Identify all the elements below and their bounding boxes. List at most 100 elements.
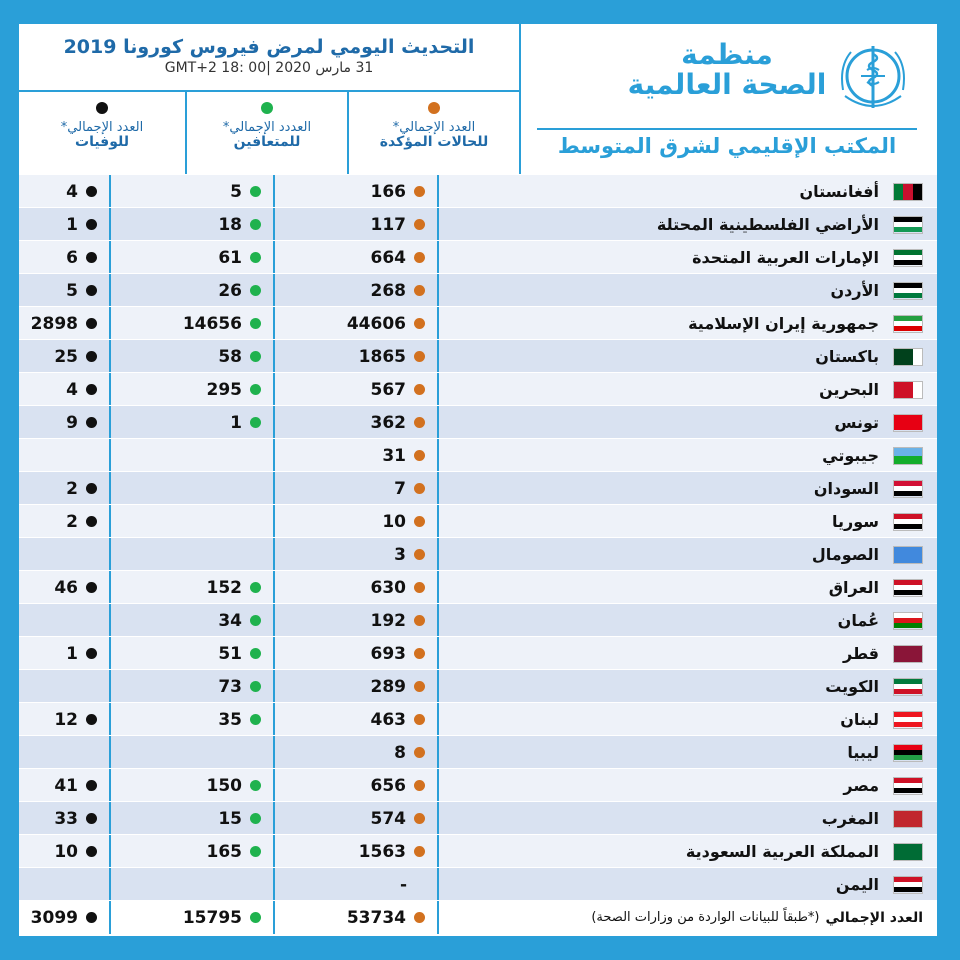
black-dot-icon xyxy=(86,351,97,362)
country-name: الأراضي الفلسطينية المحتلة xyxy=(656,215,879,234)
confirmed-cell: 192 xyxy=(275,604,439,637)
table-row: 3 الصومال xyxy=(19,537,937,571)
country-name: السودان xyxy=(813,479,879,498)
recovered-cell xyxy=(111,439,275,472)
country-cell: الصومال xyxy=(439,538,937,571)
deaths-cell: 9 xyxy=(19,406,111,439)
deaths-header-line1: العدد الإجمالي* xyxy=(60,120,144,135)
country-cell: الكويت xyxy=(439,670,937,703)
deaths-cell: 33 xyxy=(19,802,111,835)
regional-office: المكتب الإقليمي لشرق المتوسط xyxy=(537,128,917,158)
country-cell: عُمان xyxy=(439,604,937,637)
confirmed-cell-value: 1563 xyxy=(358,841,406,862)
title-box: التحديث اليومي لمرض فيروس كورونا 2019 31… xyxy=(19,24,521,92)
country-cell: جيبوتي xyxy=(439,439,937,472)
country-name: سوريا xyxy=(832,512,879,531)
deaths-cell: 41 xyxy=(19,769,111,802)
country-flag-icon xyxy=(893,809,923,828)
confirmed-cell: 117 xyxy=(275,208,439,241)
recovered-cell-value: 51 xyxy=(218,643,242,664)
green-dot-icon xyxy=(250,582,261,593)
green-dot-icon xyxy=(250,186,261,197)
table-row: 2 7 السودان xyxy=(19,471,937,505)
recovered-cell-value: 18 xyxy=(218,214,242,235)
deaths-cell: 5 xyxy=(19,274,111,307)
recovered-cell: 295 xyxy=(111,373,275,406)
country-name: الصومال xyxy=(811,545,879,564)
confirmed-cell: 44606 xyxy=(275,307,439,340)
orange-dot-icon xyxy=(414,681,425,692)
orange-dot-icon xyxy=(414,351,425,362)
header: التحديث اليومي لمرض فيروس كورونا 2019 31… xyxy=(19,24,937,174)
infographic-frame: التحديث اليومي لمرض فيروس كورونا 2019 31… xyxy=(17,22,939,938)
orange-dot-icon xyxy=(414,747,425,758)
deaths-cell-value: 2 xyxy=(66,478,78,499)
confirmed-cell: 693 xyxy=(275,637,439,670)
country-name: جمهورية إيران الإسلامية xyxy=(688,314,879,333)
org-name-line2: الصحة العالمية xyxy=(627,68,827,101)
recovered-cell xyxy=(111,538,275,571)
deaths-cell-value: 46 xyxy=(54,577,78,598)
confirmed-cell: 463 xyxy=(275,703,439,736)
deaths-cell-value: 2 xyxy=(66,511,78,532)
black-dot-icon xyxy=(86,417,97,428)
page-title: التحديث اليومي لمرض فيروس كورونا 2019 xyxy=(63,36,475,58)
black-dot-icon xyxy=(86,582,97,593)
black-dot-icon xyxy=(86,384,97,395)
recovered-cell-value: 152 xyxy=(206,577,243,598)
country-name: مصر xyxy=(843,776,879,795)
country-flag-icon xyxy=(893,413,923,432)
country-flag-icon xyxy=(893,743,923,762)
deaths-cell: 2898 xyxy=(19,307,111,340)
recovered-header-line2: للمتعافين xyxy=(233,134,301,150)
table-row: 34 192 عُمان xyxy=(19,603,937,637)
confirmed-cell: 567 xyxy=(275,373,439,406)
recovered-cell: 18 xyxy=(111,208,275,241)
country-cell: السودان xyxy=(439,472,937,505)
country-flag-icon xyxy=(893,248,923,267)
green-dot-icon xyxy=(250,912,261,923)
orange-dot-icon xyxy=(414,285,425,296)
orange-dot-icon xyxy=(414,252,425,263)
black-dot-icon xyxy=(86,912,97,923)
recovered-cell-value: 35 xyxy=(218,709,242,730)
confirmed-header-line2: للحالات المؤكدة xyxy=(379,134,489,150)
green-dot-icon xyxy=(250,681,261,692)
orange-dot-icon xyxy=(414,813,425,824)
recovered-cell: 165 xyxy=(111,835,275,868)
recovered-cell: 51 xyxy=(111,637,275,670)
country-name: الإمارات العربية المتحدة xyxy=(692,248,879,267)
orange-dot-icon xyxy=(414,780,425,791)
black-dot-icon xyxy=(86,516,97,527)
black-dot-icon xyxy=(86,780,97,791)
deaths-cell xyxy=(19,538,111,571)
confirmed-cell: - xyxy=(275,868,439,901)
orange-dot-icon xyxy=(414,714,425,725)
orange-dot-icon xyxy=(414,450,425,461)
recovered-cell: 26 xyxy=(111,274,275,307)
deaths-cell-value: 2898 xyxy=(30,313,78,334)
confirmed-cell-value: 463 xyxy=(370,709,407,730)
country-cell: المملكة العربية السعودية xyxy=(439,835,937,868)
org-name-line1: منظمة xyxy=(681,38,773,71)
who-logo-block: منظمة الصحة العالمية المكتب الإقليمي لشر… xyxy=(521,24,937,174)
recovered-cell-value: 73 xyxy=(218,676,242,697)
deaths-cell-value: 6 xyxy=(66,247,78,268)
deaths-cell: 12 xyxy=(19,703,111,736)
deaths-column-header: العدد الإجمالي* للوفيات xyxy=(19,92,187,174)
confirmed-cell: 10 xyxy=(275,505,439,538)
country-flag-icon xyxy=(893,380,923,399)
orange-dot-icon xyxy=(414,318,425,329)
country-name: لبنان xyxy=(840,710,879,729)
table-row: 73 289 الكويت xyxy=(19,669,937,703)
country-cell: لبنان xyxy=(439,703,937,736)
green-dot-icon xyxy=(250,351,261,362)
update-datetime: 31 مارس 2020 |GMT+2 18: 00 xyxy=(164,60,374,76)
green-dot-icon xyxy=(250,417,261,428)
confirmed-cell-value: 166 xyxy=(370,181,407,202)
recovered-cell-value: 14656 xyxy=(182,313,242,334)
deaths-cell xyxy=(19,868,111,901)
recovered-cell-value: 1 xyxy=(230,412,242,433)
recovered-cell xyxy=(111,472,275,505)
country-flag-icon xyxy=(893,677,923,696)
